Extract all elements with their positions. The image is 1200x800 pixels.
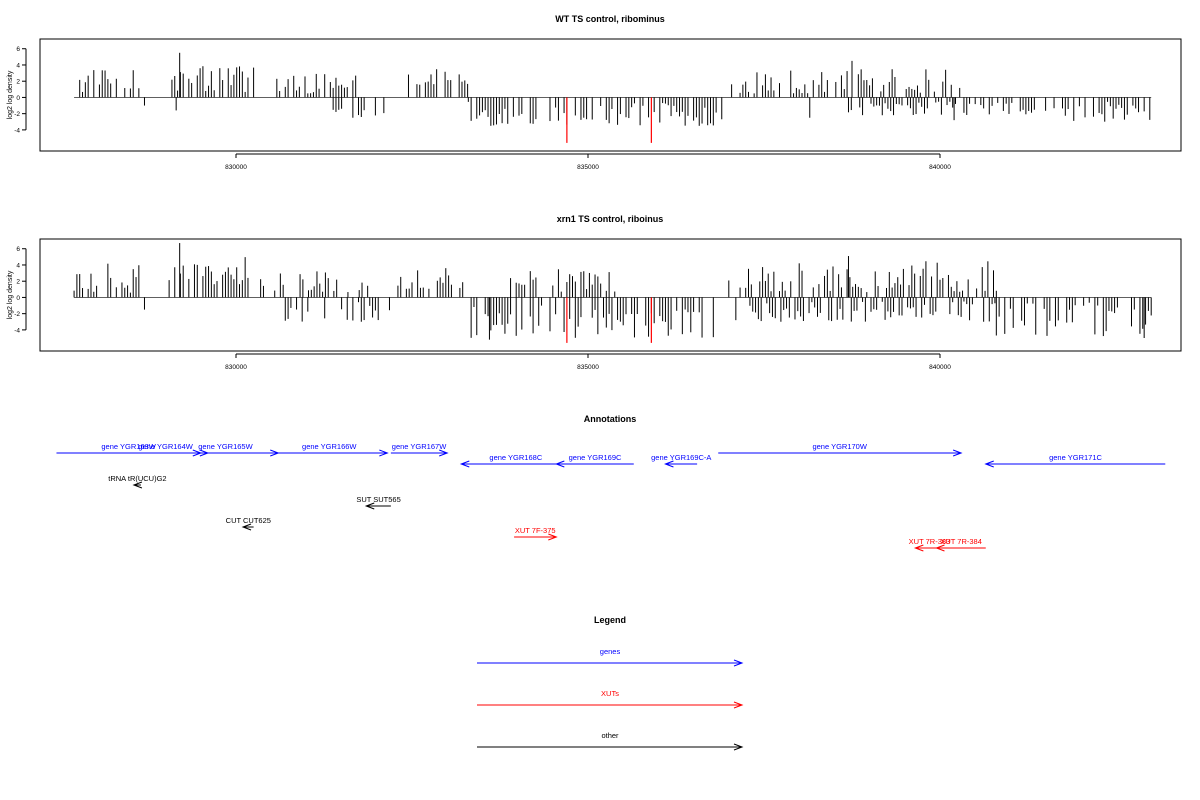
y-tick-label: 6 [16, 246, 20, 253]
y-tick-label: -2 [14, 311, 20, 318]
annotation-label: tRNA tR(UCU)G2 [108, 474, 166, 483]
arrowhead [733, 743, 744, 751]
annotation-label: gene YGR169C-A [651, 453, 711, 462]
panel-xrn1-y-axis: 6 4 2 0 -2 -4 [14, 246, 27, 334]
arrowhead [935, 544, 945, 552]
y-tick-label: 2 [16, 79, 20, 86]
legend-label: other [601, 731, 619, 740]
annotation-item: gene YGR167W [390, 442, 449, 457]
arrowhead [379, 449, 389, 457]
annotations-title: Annotations [584, 414, 637, 424]
legend-label: genes [600, 647, 621, 656]
panel-xrn1-ylabel: log2 log density [7, 270, 14, 319]
panel-wt-frame [39, 38, 1182, 152]
x-tick-label: 835000 [577, 164, 599, 171]
y-tick-label: 4 [16, 262, 20, 269]
panel-xrn1: xrn1 TS control, riboinus log2 log densi… [7, 214, 1182, 371]
annotation-item: gene YGR171C [984, 453, 1166, 468]
arrowhead [439, 449, 449, 457]
annotation-item: gene YGR169C-A [651, 453, 711, 468]
legend-items: genes XUTs other [477, 647, 744, 751]
annotation-label: gene YGR167W [392, 442, 447, 451]
arrowhead [733, 659, 744, 667]
annotation-item: gene YGR168C [459, 453, 571, 468]
annotation-label: gene YGR170W [812, 442, 867, 451]
y-tick-label: -4 [14, 327, 20, 334]
panel-xrn1-bars [73, 243, 1152, 343]
annotation-item: SUT SUT565 [356, 495, 401, 510]
annotation-item: gene YGR170W [718, 442, 963, 457]
panel-wt-x-axis: 830000 835000 840000 [225, 153, 951, 171]
panel-xrn1-title: xrn1 TS control, riboinus [557, 214, 664, 224]
annotation-label: gene YGR166W [302, 442, 357, 451]
x-tick-label: 830000 [225, 364, 247, 371]
y-tick-label: 6 [16, 46, 20, 53]
y-tick-label: 2 [16, 279, 20, 286]
arrowhead [554, 460, 565, 468]
annotation-item: XUT 7R-384 [935, 537, 986, 552]
annotation-item: tRNA tR(UCU)G2 [108, 474, 167, 489]
arrowhead [664, 460, 674, 468]
annotation-label: gene YGR165W [198, 442, 253, 451]
panel-wt-bars [74, 52, 1152, 143]
y-tick-label: 0 [16, 295, 20, 302]
annotation-label: XUT 7R-383 [909, 537, 951, 546]
x-tick-label: 830000 [225, 164, 247, 171]
y-tick-label: 0 [16, 95, 20, 102]
annotation-label: gene YGR168C [489, 453, 542, 462]
panel-wt-title: WT TS control, ribominus [555, 14, 665, 24]
annotation-item: gene YGR166W [271, 442, 389, 457]
legend-item: genes [477, 647, 744, 667]
annotation-label: gene YGR169C [569, 453, 622, 462]
legend-item: XUTs [477, 689, 744, 709]
x-tick-label: 840000 [929, 364, 951, 371]
x-tick-label: 835000 [577, 364, 599, 371]
annotation-item: CUT CUT625 [226, 516, 271, 531]
arrowhead [132, 481, 143, 489]
legend-item: other [477, 731, 744, 751]
panel-xrn1-x-axis: 830000 835000 840000 [225, 353, 951, 371]
annotation-item: gene YGR169C [554, 453, 634, 468]
annotation-label: gene YGR163W [101, 442, 156, 451]
y-tick-label: -4 [14, 127, 20, 134]
panel-xrn1-frame [39, 238, 1182, 352]
y-tick-label: -2 [14, 111, 20, 118]
annotation-label: XUT 7F-375 [515, 526, 556, 535]
arrowhead [733, 701, 744, 709]
y-tick-label: 4 [16, 62, 20, 69]
arrowhead [913, 544, 924, 552]
legend: Legend genes XUTs other [477, 615, 744, 751]
arrowhead [548, 533, 558, 541]
legend-title: Legend [594, 615, 626, 625]
annotation-label: gene YGR171C [1049, 453, 1102, 462]
arrowhead [984, 460, 994, 468]
panel-wt-ylabel: log2 log density [7, 70, 14, 119]
annotation-item: XUT 7F-375 [514, 526, 558, 541]
panel-wt: WT TS control, ribominus log2 log densit… [7, 14, 1182, 171]
legend-label: XUTs [601, 689, 619, 698]
arrowhead [459, 460, 470, 468]
arrowhead [364, 502, 375, 510]
x-tick-label: 840000 [929, 164, 951, 171]
annotation-label: gene YGR164W [138, 442, 193, 451]
annotation-label: XUT 7R-384 [940, 537, 982, 546]
annotation-label: CUT CUT625 [226, 516, 271, 525]
annotation-label: SUT SUT565 [356, 495, 400, 504]
panel-wt-y-axis: 6 4 2 0 -2 -4 [14, 46, 27, 134]
arrowhead [952, 449, 963, 457]
arrowhead [241, 523, 252, 531]
